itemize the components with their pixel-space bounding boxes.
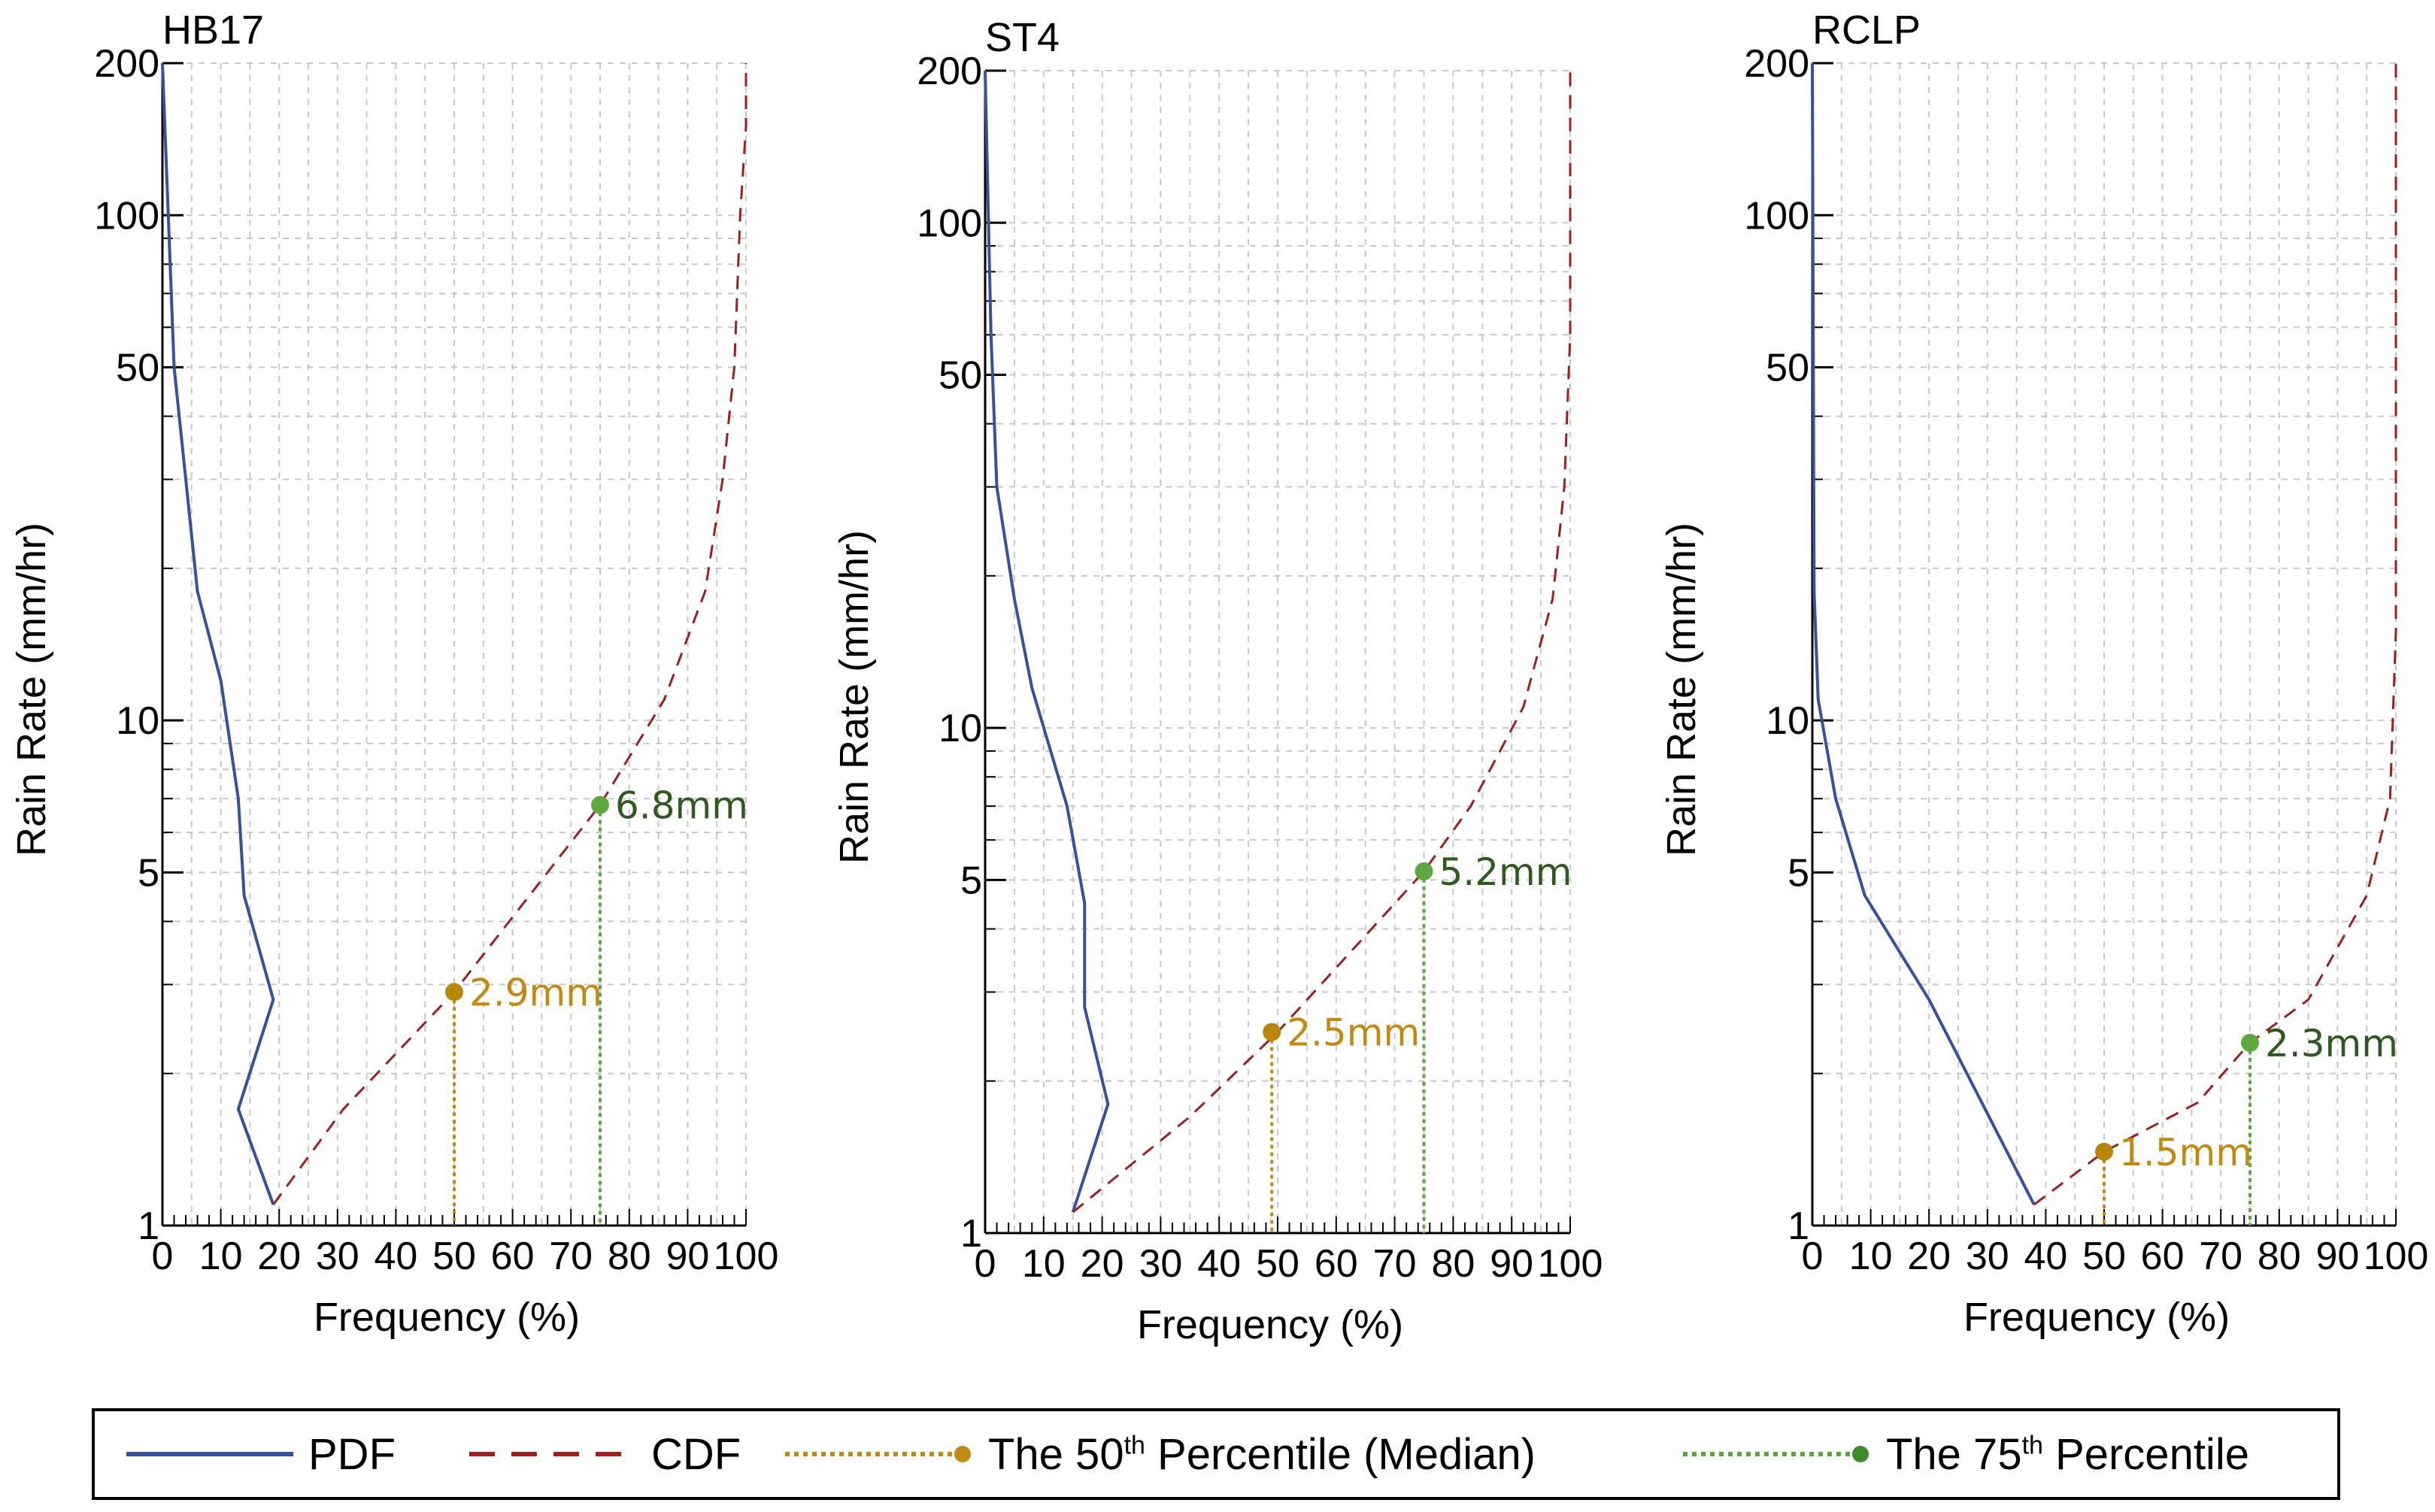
x-tick-label: 50 bbox=[1256, 1242, 1299, 1286]
x-tick-label: 100 bbox=[714, 1235, 779, 1278]
x-tick-label: 60 bbox=[2141, 1235, 2185, 1278]
p75-marker bbox=[1415, 862, 1433, 880]
x-tick-label: 70 bbox=[2199, 1235, 2242, 1278]
legend-item-cdf: CDF bbox=[469, 1411, 741, 1497]
p75-callout: 2.3mm bbox=[2265, 1022, 2398, 1065]
chart-title: ST4 bbox=[985, 15, 1060, 60]
y-axis-label: Rain Rate (mm/hr) bbox=[832, 530, 877, 864]
chart-title: RCLP bbox=[1812, 8, 1921, 53]
x-tick-label: 10 bbox=[1849, 1235, 1893, 1278]
chart-title: HB17 bbox=[162, 8, 264, 53]
y-tick-label: 100 bbox=[94, 194, 159, 238]
panel-hb17: 0 10 20 30 40 50 60 70 80 90 100151050100200HB17Fr… bbox=[9, 8, 778, 1340]
y-tick-label: 50 bbox=[1766, 347, 1809, 390]
cdf-line bbox=[2033, 63, 2397, 1206]
y-tick-label: 100 bbox=[917, 201, 982, 245]
x-tick-label: 10 bbox=[1022, 1242, 1066, 1286]
legend-label-pdf: PDF bbox=[308, 1429, 396, 1479]
y-tick-label: 5 bbox=[1788, 851, 1809, 895]
y-axis-label: Rain Rate (mm/hr) bbox=[1659, 523, 1704, 856]
x-tick-label: 20 bbox=[257, 1235, 301, 1278]
y-axis-label: Rain Rate (mm/hr) bbox=[9, 523, 54, 856]
p75-marker bbox=[591, 795, 609, 814]
legend: PDF CDF The 50th Percentile (Median) The… bbox=[92, 1408, 2340, 1500]
p50-marker bbox=[1263, 1023, 1281, 1041]
x-tick-label: 30 bbox=[316, 1235, 359, 1278]
y-tick-label: 5 bbox=[138, 851, 159, 895]
legend-label-cdf: CDF bbox=[651, 1429, 741, 1479]
p50-swatch-icon bbox=[785, 1446, 971, 1462]
y-tick-label: 200 bbox=[1744, 42, 1809, 86]
p75-callout: 5.2mm bbox=[1439, 850, 1572, 894]
x-tick-label: 0 bbox=[1802, 1235, 1824, 1278]
x-tick-label: 70 bbox=[549, 1235, 593, 1278]
x-tick-label: 0 bbox=[975, 1242, 996, 1286]
p50-marker bbox=[2095, 1142, 2113, 1161]
panel-rclp: 0 10 20 30 40 50 60 70 80 90 100151050100200RCLPFr… bbox=[1659, 8, 2428, 1340]
y-tick-label: 50 bbox=[116, 347, 159, 390]
legend-item-p50: The 50th Percentile (Median) bbox=[785, 1411, 1536, 1497]
x-tick-label: 20 bbox=[1907, 1235, 1951, 1278]
x-tick-label: 80 bbox=[608, 1235, 651, 1278]
x-tick-label: 50 bbox=[432, 1235, 476, 1278]
pdf-swatch-icon bbox=[126, 1452, 293, 1456]
x-tick-label: 80 bbox=[1431, 1242, 1475, 1286]
cdf-line bbox=[272, 63, 747, 1206]
legend-label-p75: The 75th Percentile bbox=[1886, 1429, 2249, 1479]
x-tick-label: 60 bbox=[491, 1235, 535, 1278]
cdf-line bbox=[1072, 71, 1572, 1214]
x-tick-label: 90 bbox=[2315, 1235, 2359, 1278]
x-axis-label: Frequency (%) bbox=[1137, 1302, 1403, 1347]
legend-item-p75: The 75th Percentile bbox=[1683, 1411, 2249, 1497]
x-tick-label: 20 bbox=[1081, 1242, 1124, 1286]
p50-callout: 2.9mm bbox=[469, 971, 602, 1014]
y-tick-label: 1 bbox=[1788, 1204, 1809, 1248]
x-tick-label: 100 bbox=[1538, 1242, 1603, 1286]
x-tick-label: 70 bbox=[1373, 1242, 1417, 1286]
pdf-line bbox=[1811, 62, 2036, 1206]
x-axis-label: Frequency (%) bbox=[314, 1295, 580, 1340]
x-tick-label: 40 bbox=[1197, 1242, 1241, 1286]
y-tick-label: 200 bbox=[94, 42, 159, 86]
p75-marker bbox=[2241, 1033, 2259, 1052]
x-tick-label: 30 bbox=[1139, 1242, 1182, 1286]
x-axis-label: Frequency (%) bbox=[1963, 1295, 2230, 1340]
x-tick-label: 0 bbox=[152, 1235, 174, 1278]
y-tick-label: 1 bbox=[138, 1204, 159, 1248]
y-tick-label: 10 bbox=[116, 699, 159, 743]
x-tick-label: 90 bbox=[1490, 1242, 1533, 1286]
y-tick-label: 100 bbox=[1744, 194, 1809, 238]
x-tick-label: 50 bbox=[2082, 1235, 2126, 1278]
x-tick-label: 30 bbox=[1966, 1235, 2009, 1278]
y-tick-label: 1 bbox=[960, 1212, 982, 1256]
x-tick-label: 60 bbox=[1315, 1242, 1358, 1286]
p75-swatch-icon bbox=[1683, 1446, 1869, 1462]
y-tick-label: 10 bbox=[1766, 699, 1809, 743]
cdf-swatch-icon bbox=[469, 1452, 636, 1456]
x-tick-label: 40 bbox=[2024, 1235, 2067, 1278]
p50-callout: 1.5mm bbox=[2119, 1131, 2252, 1174]
p50-marker bbox=[445, 983, 463, 1001]
x-tick-label: 40 bbox=[374, 1235, 417, 1278]
pdf-line bbox=[161, 62, 275, 1205]
x-tick-label: 90 bbox=[666, 1235, 709, 1278]
panel-st4: 0 10 20 30 40 50 60 70 80 90 100151050100200ST4Fre… bbox=[832, 15, 1603, 1347]
p50-callout: 2.5mm bbox=[1287, 1011, 1420, 1055]
x-tick-label: 100 bbox=[2364, 1235, 2429, 1278]
y-tick-label: 200 bbox=[917, 50, 982, 93]
p75-callout: 6.8mm bbox=[615, 784, 748, 828]
pdf-line bbox=[984, 70, 1110, 1213]
x-tick-label: 10 bbox=[199, 1235, 243, 1278]
x-tick-label: 80 bbox=[2258, 1235, 2301, 1278]
y-tick-label: 10 bbox=[939, 707, 982, 750]
legend-label-p50: The 50th Percentile (Median) bbox=[988, 1429, 1536, 1479]
legend-item-pdf: PDF bbox=[126, 1411, 396, 1497]
y-tick-label: 5 bbox=[960, 859, 982, 902]
y-tick-label: 50 bbox=[939, 354, 982, 398]
